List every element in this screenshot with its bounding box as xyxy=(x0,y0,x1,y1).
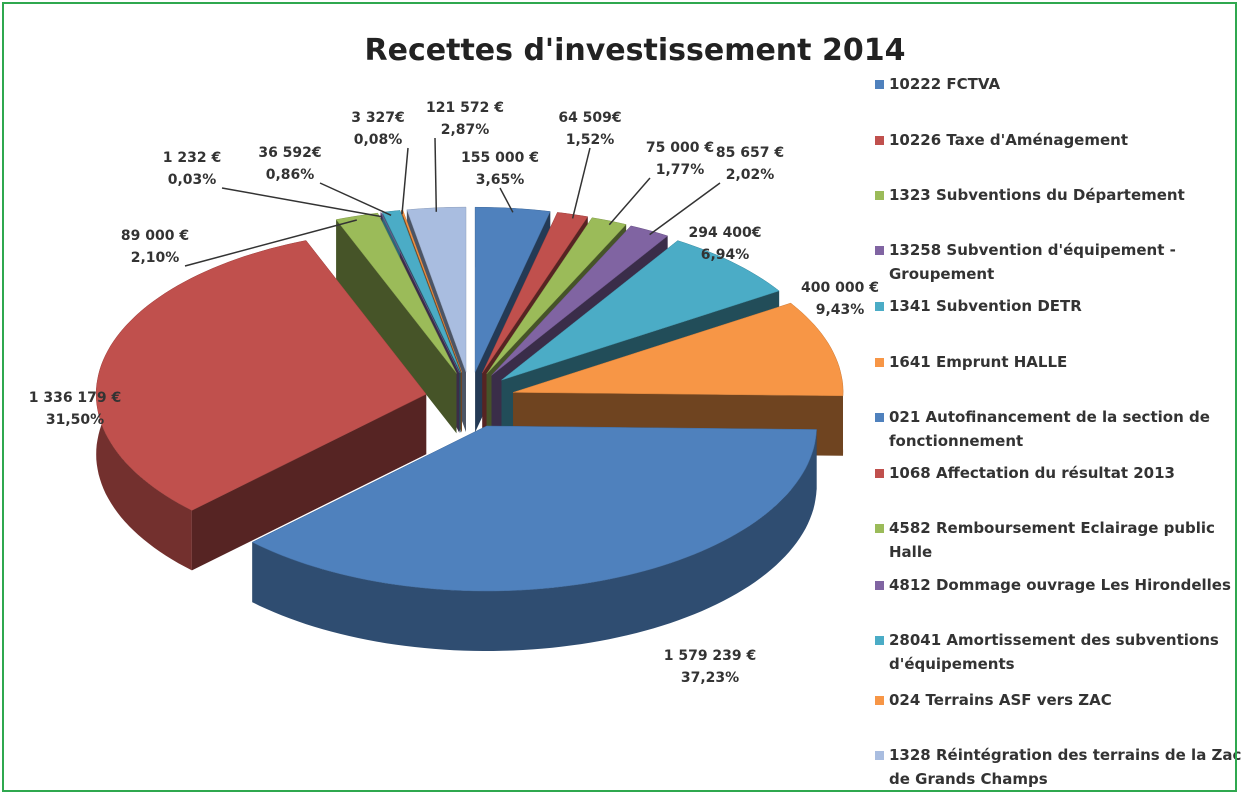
leader-line xyxy=(434,137,438,212)
percent-label: 31,50% xyxy=(46,412,104,428)
legend-label: 021 Autofinancement de la section de fon… xyxy=(889,408,1210,450)
legend-label: 4582 Remboursement Eclairage public Hall… xyxy=(889,519,1215,561)
slice xyxy=(513,302,844,397)
value-label: 85 657 € xyxy=(716,145,784,161)
legend-item: 1068 Affectation du résultat 2013 xyxy=(875,461,1241,485)
percent-label: 0,86% xyxy=(266,167,315,183)
leader-line xyxy=(571,147,591,219)
legend-label: 1341 Subvention DETR xyxy=(889,297,1082,315)
value-label: 400 000 € xyxy=(801,280,879,296)
legend-swatch xyxy=(875,524,884,533)
legend-swatch xyxy=(875,636,884,645)
legend-item: 13258 Subvention d'équipement - Groupeme… xyxy=(875,238,1241,286)
legend-item: 1341 Subvention DETR xyxy=(875,294,1241,318)
legend-swatch xyxy=(875,302,884,311)
legend-label: 4812 Dommage ouvrage Les Hirondelles xyxy=(889,576,1231,594)
slice xyxy=(380,212,460,373)
value-label: 36 592€ xyxy=(258,145,321,161)
legend-swatch xyxy=(875,696,884,705)
percent-label: 37,23% xyxy=(681,670,739,686)
legend-item: 1323 Subventions du Département xyxy=(875,183,1241,207)
value-label: 1 232 € xyxy=(163,150,221,166)
percent-label: 2,87% xyxy=(441,122,490,138)
legend-item: 4582 Remboursement Eclairage public Hall… xyxy=(875,516,1241,564)
leader-line xyxy=(319,182,392,216)
legend-label: 1323 Subventions du Département xyxy=(889,186,1185,204)
slice xyxy=(251,425,817,592)
legend-swatch xyxy=(875,80,884,89)
value-label: 294 400€ xyxy=(688,225,761,241)
legend-item: 10222 FCTVA xyxy=(875,72,1241,96)
slice-side xyxy=(252,429,817,651)
leader-line xyxy=(221,187,382,218)
legend-label: 10226 Taxe d'Aménagement xyxy=(889,131,1129,149)
leader-line xyxy=(401,147,409,215)
legend-swatch xyxy=(875,246,884,255)
slice xyxy=(382,210,461,373)
percent-label: 1,77% xyxy=(656,162,705,178)
value-label: 1 336 179 € xyxy=(29,390,122,406)
value-label: 1 579 239 € xyxy=(664,648,757,664)
value-label: 89 000 € xyxy=(121,228,189,244)
percent-label: 0,08% xyxy=(354,132,403,148)
slice xyxy=(482,212,589,374)
slice xyxy=(474,206,551,373)
percent-label: 0,03% xyxy=(168,172,217,188)
percent-label: 6,94% xyxy=(701,247,750,263)
slice xyxy=(486,217,627,375)
value-label: 3 327€ xyxy=(351,110,405,126)
legend-swatch xyxy=(875,358,884,367)
value-label: 155 000 € xyxy=(461,150,539,166)
legend-item: 1641 Emprunt HALLE xyxy=(875,350,1241,374)
legend-label: 1641 Emprunt HALLE xyxy=(889,353,1068,371)
legend-label: 28041 Amortissement des subventions d'éq… xyxy=(889,631,1219,673)
percent-label: 1,52% xyxy=(566,132,615,148)
legend-label: 13258 Subvention d'équipement - Groupeme… xyxy=(889,241,1176,283)
legend-swatch xyxy=(875,136,884,145)
slice xyxy=(95,240,427,511)
legend: 10222 FCTVA 10226 Taxe d'Aménagement 1323 … xyxy=(875,0,1241,796)
slice xyxy=(335,212,457,374)
legend-label: 1068 Affectation du résultat 2013 xyxy=(889,464,1175,482)
leader-line xyxy=(499,187,514,213)
legend-item: 021 Autofinancement de la section de fon… xyxy=(875,405,1241,453)
legend-item: 1328 Réintégration des terrains de la Za… xyxy=(875,743,1241,791)
leader-line xyxy=(184,219,357,267)
legend-swatch xyxy=(875,413,884,422)
chart-title: Recettes d'investissement 2014 xyxy=(365,33,906,68)
legend-swatch xyxy=(875,581,884,590)
legend-label: 10222 FCTVA xyxy=(889,75,1001,93)
legend-swatch xyxy=(875,751,884,760)
legend-item: 024 Terrains ASF vers ZAC xyxy=(875,688,1241,712)
legend-item: 10226 Taxe d'Aménagement xyxy=(875,128,1241,152)
value-label: 121 572 € xyxy=(426,100,504,116)
slice-side xyxy=(191,394,427,571)
slice-side xyxy=(336,219,457,434)
percent-label: 9,43% xyxy=(816,302,865,318)
legend-item: 4812 Dommage ouvrage Les Hirondelles xyxy=(875,573,1241,597)
value-label: 75 000 € xyxy=(646,140,714,156)
percent-label: 3,65% xyxy=(476,172,525,188)
legend-label: 1328 Réintégration des terrains de la Za… xyxy=(889,746,1241,788)
leader-line xyxy=(649,182,721,236)
percent-label: 2,10% xyxy=(131,250,180,266)
legend-item: 28041 Amortissement des subventions d'éq… xyxy=(875,628,1241,676)
legend-swatch xyxy=(875,191,884,200)
legend-label: 024 Terrains ASF vers ZAC xyxy=(889,691,1112,709)
value-label: 64 509€ xyxy=(558,110,621,126)
percent-label: 2,02% xyxy=(726,167,775,183)
leader-line xyxy=(608,177,651,226)
slice xyxy=(501,240,780,381)
slice xyxy=(491,225,669,376)
legend-swatch xyxy=(875,469,884,478)
